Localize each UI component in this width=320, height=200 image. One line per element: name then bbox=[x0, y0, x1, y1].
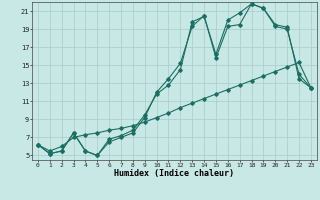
X-axis label: Humidex (Indice chaleur): Humidex (Indice chaleur) bbox=[115, 169, 234, 178]
